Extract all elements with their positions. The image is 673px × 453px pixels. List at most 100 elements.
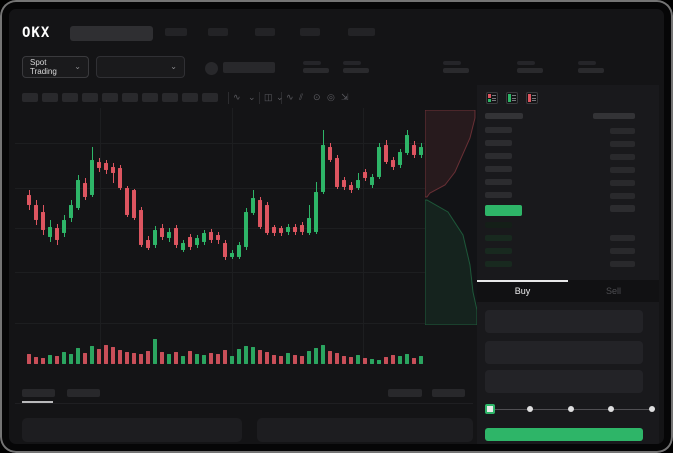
nav-item-1[interactable] — [165, 28, 187, 36]
book-asks-icon[interactable] — [526, 92, 538, 104]
gridline-v — [100, 108, 101, 364]
tab-buy[interactable]: Buy — [477, 280, 568, 302]
ask-row-amount — [610, 167, 635, 173]
slider-stop-4[interactable] — [649, 406, 655, 412]
market-type-selector[interactable]: Spot Trading ⌄ — [22, 56, 89, 78]
candle-body — [181, 243, 185, 250]
ask-row-price[interactable] — [485, 166, 512, 172]
volume-bar — [286, 353, 290, 364]
slider-handle[interactable] — [485, 404, 495, 414]
volume-bar — [391, 355, 395, 364]
volume-bar — [55, 356, 59, 364]
interval-button-8[interactable] — [162, 93, 178, 102]
trade-input-2[interactable] — [485, 341, 643, 364]
fullscreen-icon[interactable]: ⇲ — [341, 91, 349, 102]
interval-button-10[interactable] — [202, 93, 218, 102]
bottom-action-1[interactable] — [388, 389, 422, 397]
chevron-down-icon[interactable]: ⌄ — [248, 91, 256, 102]
bid-row-price[interactable] — [485, 222, 512, 228]
candle-body — [160, 228, 164, 237]
ask-row-amount — [610, 128, 635, 134]
settings-icon[interactable]: ◎ — [327, 91, 335, 102]
order-entry-field-1[interactable] — [22, 418, 242, 442]
line-style-icon[interactable]: ∿ — [286, 91, 294, 102]
depth-bids-area — [424, 199, 478, 326]
book-combined-icon[interactable] — [486, 92, 498, 104]
volume-bar — [209, 353, 213, 364]
candle-body — [48, 227, 52, 237]
interval-button-9[interactable] — [182, 93, 198, 102]
candlestick-chart[interactable] — [15, 108, 477, 378]
bid-row-price[interactable] — [485, 248, 512, 254]
search-bar-placeholder[interactable] — [70, 26, 153, 41]
ask-row-price[interactable] — [485, 192, 512, 198]
slider-stop-3[interactable] — [608, 406, 614, 412]
volume-bar — [237, 349, 241, 364]
screenshot-icon[interactable]: ⊙ — [313, 91, 321, 102]
stat-value-5 — [578, 68, 604, 73]
candle-body — [279, 228, 283, 233]
trade-input-3[interactable] — [485, 370, 643, 393]
nav-item-2[interactable] — [208, 28, 228, 36]
indicators-icon[interactable]: ∿ — [233, 91, 241, 102]
pair-selector-dropdown[interactable]: ⌄ — [96, 56, 185, 78]
nav-item-5[interactable] — [348, 28, 375, 36]
gridline-h — [15, 228, 425, 229]
interval-button-6[interactable] — [122, 93, 138, 102]
chevron-down-icon[interactable]: ⌄ — [276, 91, 284, 102]
interval-button-4[interactable] — [82, 93, 98, 102]
volume-bar — [230, 356, 234, 364]
candle-body — [286, 227, 290, 232]
candle-body — [349, 185, 353, 190]
interval-button-1[interactable] — [22, 93, 38, 102]
volume-bar — [377, 360, 381, 364]
tab-sell[interactable]: Sell — [568, 280, 659, 302]
chevron-down-icon: ⌄ — [170, 62, 177, 71]
candle-body — [237, 245, 241, 257]
volume-bar — [76, 348, 80, 364]
volume-bar — [132, 353, 136, 364]
ask-row-price[interactable] — [485, 127, 512, 133]
slider-stop-1[interactable] — [527, 406, 533, 412]
interval-button-7[interactable] — [142, 93, 158, 102]
interval-button-5[interactable] — [102, 93, 118, 102]
candle-body — [174, 228, 178, 245]
stat-value-4 — [517, 68, 543, 73]
slider-stop-2[interactable] — [568, 406, 574, 412]
volume-bar — [342, 356, 346, 364]
nav-item-4[interactable] — [300, 28, 320, 36]
trade-tabs: Buy Sell — [477, 280, 659, 302]
interval-button-3[interactable] — [62, 93, 78, 102]
candle-type-icon[interactable]: ◫ — [264, 91, 273, 102]
candle-body — [405, 135, 409, 153]
draw-tools-icon[interactable]: ⫽ — [299, 91, 304, 102]
order-entry-field-2[interactable] — [257, 418, 473, 442]
ask-row-price[interactable] — [485, 153, 512, 159]
candle-body — [83, 183, 87, 197]
candle-body — [342, 180, 346, 187]
bid-row-price[interactable] — [485, 261, 512, 267]
volume-bar — [27, 354, 31, 364]
volume-bar — [251, 347, 255, 364]
nav-item-3[interactable] — [255, 28, 275, 36]
candle-body — [272, 227, 276, 233]
trade-input-1[interactable] — [485, 310, 643, 333]
ask-row-amount — [610, 154, 635, 160]
bottom-tab-1[interactable] — [22, 389, 55, 397]
volume-bar — [97, 349, 101, 364]
book-bids-icon[interactable] — [506, 92, 518, 104]
bottom-tab-2[interactable] — [67, 389, 100, 397]
bottom-action-2[interactable] — [432, 389, 465, 397]
candle-body — [62, 220, 66, 233]
ask-row-amount — [610, 193, 635, 199]
gridline-h — [15, 272, 425, 273]
ask-row-amount — [610, 141, 635, 147]
stat-label-1 — [303, 61, 321, 65]
ask-row-price[interactable] — [485, 179, 512, 185]
bid-row-amount — [610, 235, 635, 241]
interval-button-2[interactable] — [42, 93, 58, 102]
ask-row-price[interactable] — [485, 140, 512, 146]
buy-submit-button[interactable] — [485, 428, 643, 441]
candle-body — [265, 205, 269, 233]
bid-row-price[interactable] — [485, 235, 512, 241]
